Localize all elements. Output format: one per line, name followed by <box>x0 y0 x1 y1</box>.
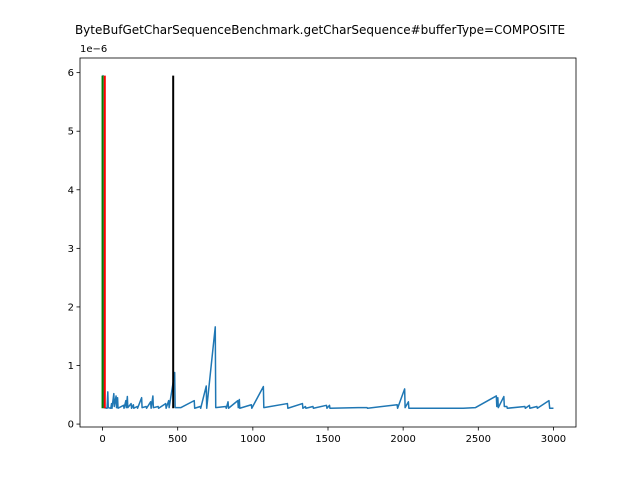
x-tick-label: 0 <box>99 434 105 445</box>
axes-frame <box>79 57 577 428</box>
y-tick-label: 6 <box>68 68 74 79</box>
plot-area: 0 500 1000 1500 2000 2500 3000 0 1 2 3 4 5 6 <box>68 57 577 445</box>
x-tick-label: 2000 <box>390 434 415 445</box>
x-tick-label: 500 <box>168 434 187 445</box>
x-tick-label: 2500 <box>466 434 491 445</box>
series-line-0 <box>102 74 554 410</box>
x-tick-label: 1000 <box>240 434 265 445</box>
y-tick-label: 5 <box>68 127 74 138</box>
x-tick-label: 3000 <box>541 434 566 445</box>
y-tick-label: 1 <box>68 361 74 372</box>
y-tick-label: 4 <box>68 185 74 196</box>
chart-title: ByteBufGetCharSequenceBenchmark.getCharS… <box>75 23 565 37</box>
y-tick-label: 2 <box>68 302 74 313</box>
y-tick-label: 0 <box>68 420 74 431</box>
y-offset-label: 1e−6 <box>80 44 107 55</box>
x-tick-label: 1500 <box>315 434 340 445</box>
y-tick-label: 3 <box>68 244 74 255</box>
